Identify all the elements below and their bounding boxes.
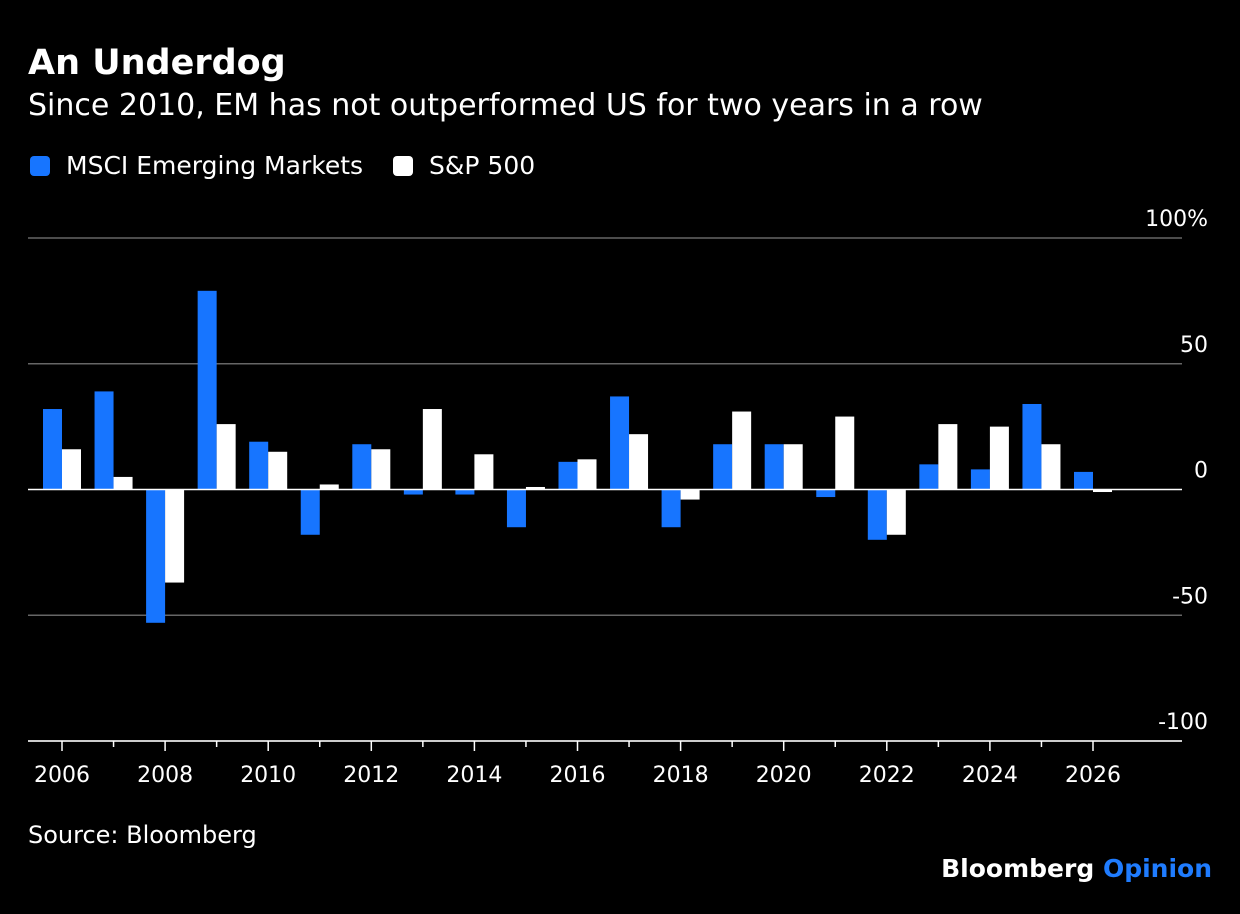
x-tick-label: 2024: [962, 763, 1018, 788]
bar-em: [919, 464, 939, 490]
legend-item-em: MSCI Emerging Markets: [30, 150, 363, 182]
bar-sp: [113, 476, 133, 490]
bar-em: [43, 409, 62, 490]
bar-em: [197, 290, 217, 490]
legend: MSCI Emerging Markets S&P 500: [30, 150, 565, 182]
bar-sp: [216, 424, 236, 490]
chart-subtitle: Since 2010, EM has not outperformed US f…: [28, 88, 983, 123]
bar-em: [970, 469, 990, 490]
bar-sp: [422, 409, 442, 490]
legend-label-em: MSCI Emerging Markets: [66, 151, 364, 180]
bar-sp: [319, 484, 339, 490]
x-tick-label: 2016: [550, 763, 606, 788]
bar-sp: [835, 416, 855, 490]
legend-swatch-sp: [393, 156, 414, 176]
bar-em: [352, 444, 372, 490]
bar-sp: [371, 449, 391, 490]
y-tick-label: 0: [1194, 459, 1208, 484]
x-tick-label: 2006: [34, 763, 90, 788]
bar-sp: [474, 454, 494, 490]
bar-em: [610, 396, 630, 490]
x-tick-label: 2026: [1065, 763, 1121, 788]
bar-sp: [62, 449, 81, 490]
bar-em: [146, 489, 166, 623]
chart-title: An Underdog: [28, 43, 286, 83]
bar-em: [764, 444, 784, 490]
x-tick-label: 2020: [756, 763, 812, 788]
bar-sp: [886, 489, 906, 535]
bar-em: [506, 489, 526, 528]
bar-sp: [989, 426, 1009, 490]
y-tick-label: -50: [1172, 584, 1208, 609]
y-tick-label: -100: [1158, 710, 1208, 735]
bar-em: [558, 461, 578, 490]
x-tick-label: 2008: [137, 763, 193, 788]
bar-sp: [1041, 444, 1061, 490]
brand-suffix: Opinion: [1102, 854, 1212, 883]
bar-em: [455, 489, 475, 495]
bar-em: [816, 489, 836, 498]
bar-sp: [783, 444, 803, 490]
bar-em: [867, 489, 887, 540]
bar-sp: [1093, 489, 1112, 493]
bar-em: [661, 489, 681, 528]
bar-em: [403, 489, 423, 495]
bar-sp: [732, 411, 752, 490]
bar-em: [713, 444, 733, 490]
bar-em: [94, 391, 114, 490]
brand-name: Bloomberg: [941, 854, 1095, 883]
bar-em: [249, 441, 269, 490]
x-tick-label: 2022: [859, 763, 915, 788]
bar-sp: [577, 459, 597, 490]
bar-sp: [268, 451, 288, 490]
y-tick-label: 100%: [1145, 207, 1208, 232]
bar-em: [1074, 471, 1093, 490]
bar-sp: [165, 489, 185, 583]
brand-logo: Bloomberg Opinion: [941, 853, 1212, 885]
source-note: Source: Bloomberg: [28, 821, 257, 849]
bar-em: [300, 489, 320, 535]
bar-sp: [629, 434, 649, 490]
legend-label-sp: S&P 500: [429, 151, 536, 180]
x-tick-label: 2012: [343, 763, 399, 788]
legend-swatch-em: [30, 156, 50, 176]
bar-sp: [938, 424, 958, 490]
y-tick-label: 50: [1180, 333, 1208, 358]
x-tick-label: 2014: [446, 763, 502, 788]
x-tick-label: 2010: [240, 763, 296, 788]
bar-em: [1022, 403, 1042, 490]
legend-item-sp: S&P 500: [393, 150, 535, 182]
x-tick-label: 2018: [653, 763, 709, 788]
bar-sp: [525, 486, 545, 490]
bar-sp: [680, 489, 700, 500]
